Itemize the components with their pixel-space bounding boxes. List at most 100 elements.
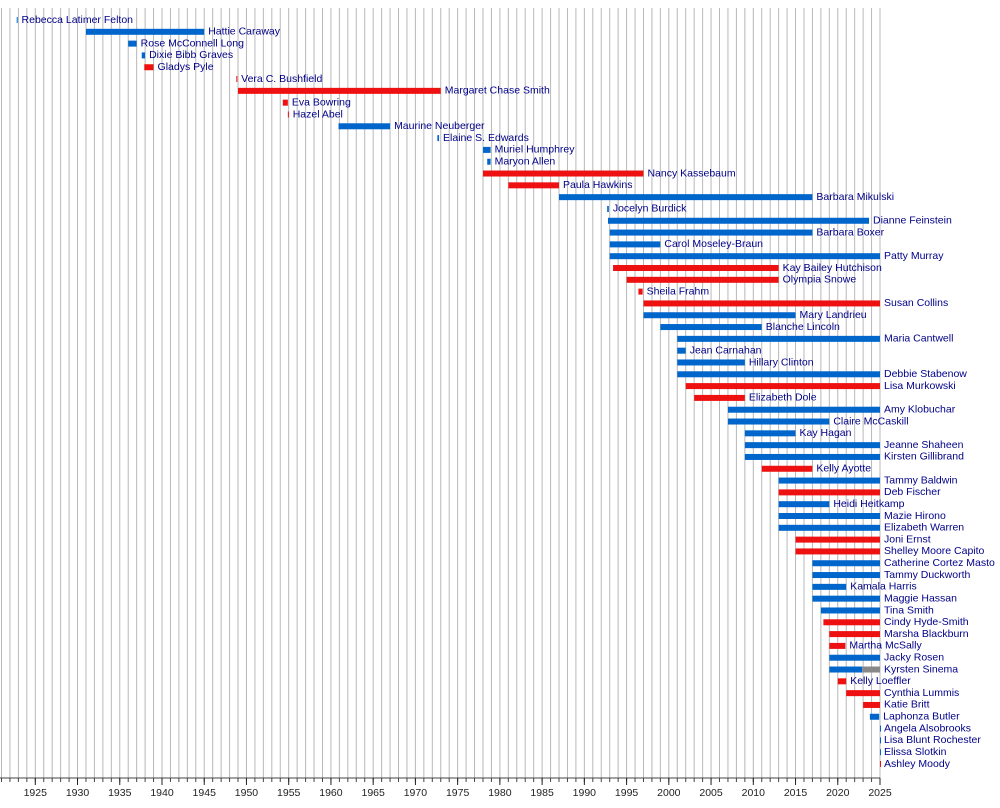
- senator-label: Kirsten Gillibrand: [884, 451, 964, 463]
- senator-label: Kay Hagan: [800, 427, 852, 439]
- term-bar: [238, 87, 441, 94]
- senator-label: Kyrsten Sinema: [884, 663, 958, 675]
- term-bar: [609, 241, 661, 248]
- term-bar: [795, 536, 880, 543]
- term-bar: [85, 28, 205, 35]
- senator-label: Tina Smith: [884, 604, 934, 616]
- x-tick-label: 1940: [150, 787, 174, 799]
- senator-label: Lisa Blunt Rochester: [884, 734, 981, 746]
- term-bar: [744, 430, 796, 437]
- senator-label: Hazel Abel: [293, 108, 343, 120]
- senator-label: Kelly Loeffler: [850, 675, 911, 687]
- senator-label: Hillary Clinton: [749, 356, 814, 368]
- x-tick-label: 2000: [657, 787, 681, 799]
- senator-label: Gladys Pyle: [158, 61, 214, 73]
- x-tick-label: 2020: [826, 787, 850, 799]
- term-bar: [812, 572, 880, 579]
- term-bar: [643, 300, 880, 307]
- senator-label: Kay Bailey Hutchison: [783, 262, 882, 274]
- senator-label: Jacky Rosen: [884, 651, 944, 663]
- term-bar: [744, 442, 880, 449]
- senator-label: Maria Cantwell: [884, 333, 953, 345]
- term-bar: [16, 17, 18, 23]
- x-tick-label: 1935: [108, 787, 132, 799]
- term-bar: [608, 217, 870, 224]
- senator-label: Nancy Kassebaum: [647, 167, 735, 179]
- senator-label: Maurine Neuberger: [394, 120, 485, 132]
- term-bar: [846, 690, 880, 697]
- term-bar: [282, 99, 288, 106]
- term-bar: [727, 418, 830, 425]
- term-bar: [778, 524, 880, 531]
- term-bar: [829, 631, 880, 638]
- term-bar: [613, 265, 779, 271]
- term-bar: [778, 477, 880, 484]
- term-bar: [437, 135, 440, 142]
- term-bar: [482, 170, 644, 177]
- term-bar: [128, 40, 137, 47]
- term-bar: [829, 642, 846, 649]
- x-tick-label: 1965: [361, 787, 385, 799]
- term-bar: [287, 111, 289, 118]
- x-tick-label: 1990: [573, 787, 597, 799]
- term-bar: [880, 761, 881, 767]
- term-bar: [236, 76, 238, 83]
- x-tick-label: 1975: [446, 787, 470, 799]
- senator-label: Joni Ernst: [884, 533, 931, 545]
- term-bar: [869, 713, 880, 720]
- senator-label: Hattie Caraway: [208, 26, 281, 38]
- senator-label: Barbara Mikulski: [816, 191, 894, 203]
- term-bar: [778, 489, 880, 496]
- senator-label: Catherine Cortez Masto: [884, 557, 995, 569]
- term-bar: [761, 465, 813, 472]
- term-bar: [643, 312, 796, 319]
- senator-label: Susan Collins: [884, 297, 948, 309]
- senator-label: Paula Hawkins: [563, 179, 632, 191]
- term-bar: [609, 229, 813, 236]
- x-tick-label: 2010: [742, 787, 766, 799]
- term-bar: [338, 123, 391, 130]
- term-bar: [727, 406, 880, 413]
- senator-label: Debbie Stabenow: [884, 368, 967, 380]
- term-bar: [812, 560, 880, 567]
- senator-label: Vera C. Bushfield: [241, 73, 322, 85]
- senator-label: Cindy Hyde-Smith: [884, 616, 969, 628]
- senator-label: Cynthia Lummis: [884, 687, 959, 699]
- senator-label: Claire McCaskill: [833, 415, 908, 427]
- senator-label: Mazie Hirono: [884, 510, 946, 522]
- term-bar: [829, 654, 880, 661]
- senator-label: Elaine S. Edwards: [443, 132, 529, 144]
- senator-label: Mary Landrieu: [800, 309, 867, 321]
- senator-label: Dianne Feinstein: [873, 215, 952, 227]
- term-bar: [626, 276, 779, 283]
- senator-label: Kamala Harris: [850, 581, 917, 593]
- senator-label: Deb Fischer: [884, 486, 941, 498]
- x-tick-label: 1980: [488, 787, 512, 799]
- senator-label: Muriel Humphrey: [495, 144, 576, 156]
- x-tick-label: 1960: [319, 787, 343, 799]
- term-bar: [862, 666, 880, 673]
- term-bar: [609, 253, 880, 260]
- term-bar: [685, 383, 880, 390]
- x-tick-label: 2025: [868, 787, 892, 799]
- senator-label: Angela Alsobrooks: [884, 722, 971, 734]
- term-bar: [144, 64, 154, 71]
- term-bar: [677, 359, 745, 366]
- term-bar: [880, 749, 881, 756]
- senator-label: Marsha Blackburn: [884, 628, 969, 640]
- senator-label: Blanche Lincoln: [766, 321, 840, 333]
- senator-label: Elissa Slotkin: [884, 746, 947, 758]
- senator-label: Jocelyn Burdick: [613, 203, 687, 215]
- senator-label: Ashley Moody: [884, 758, 951, 770]
- term-bar: [694, 394, 745, 401]
- term-bar: [677, 371, 880, 378]
- x-tick-label: 1950: [235, 787, 259, 799]
- x-tick-label: 1970: [404, 787, 428, 799]
- term-bar: [607, 205, 609, 212]
- term-bar: [141, 52, 146, 59]
- senator-label: Amy Klobuchar: [884, 403, 956, 415]
- senator-label: Heidi Heitkamp: [833, 498, 904, 510]
- senator-label: Maryon Allen: [495, 155, 556, 167]
- senator-label: Olympia Snowe: [783, 274, 857, 286]
- term-bar: [487, 158, 491, 165]
